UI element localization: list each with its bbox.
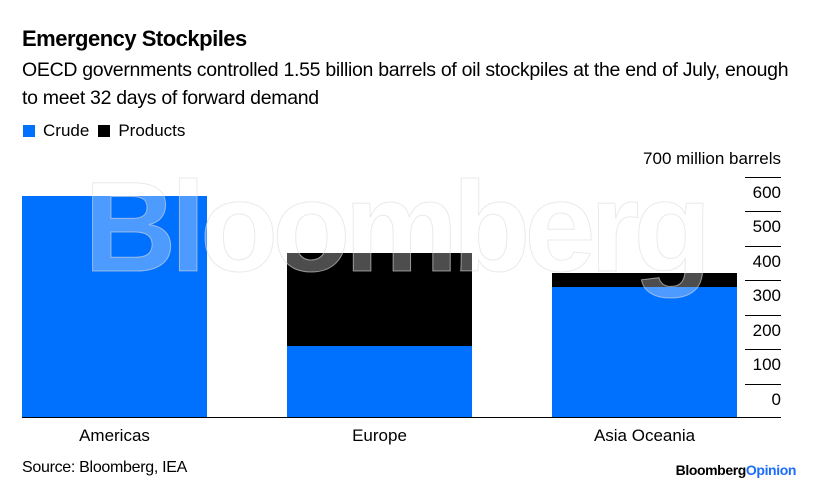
legend-item-products: Products: [98, 121, 185, 141]
bar-segment-crude: [22, 195, 207, 418]
y-tick-line: [745, 315, 781, 316]
chart-title: Emergency Stockpiles: [22, 26, 247, 51]
y-tick-line: [745, 177, 781, 178]
y-tick-label: 300: [752, 286, 781, 305]
plot-area: [22, 177, 781, 418]
y-tick-label: 600: [752, 183, 781, 202]
y-axis-unit-label: 700 million barrels: [643, 149, 781, 168]
y-tick-label: 500: [752, 217, 781, 236]
crude-swatch-icon: [23, 125, 35, 137]
legend: Crude Products: [23, 121, 194, 141]
bar-asia-oceania: [552, 273, 737, 418]
bar-europe: [287, 252, 472, 418]
y-tick-line: [745, 349, 781, 350]
brand-secondary: Opinion: [745, 462, 796, 478]
category-label-europe: Europe: [352, 426, 407, 445]
bloomberg-opinion-logo: BloombergOpinion: [675, 462, 797, 478]
y-tick-label: 100: [752, 355, 781, 374]
category-label-asia-oceania: Asia Oceania: [593, 426, 696, 445]
legend-label: Crude: [43, 121, 90, 140]
source-note: Source: Bloomberg, IEA: [22, 459, 188, 476]
y-tick-label: 400: [752, 252, 781, 271]
bar-segment-crude: [287, 345, 472, 418]
y-tick-line: [745, 384, 781, 385]
bar-segment-products: [287, 252, 472, 346]
x-axis-baseline: [22, 417, 781, 418]
legend-item-crude: Crude: [23, 121, 89, 141]
y-tick-line: [745, 280, 781, 281]
y-tick-label: 200: [752, 321, 781, 340]
category-label-americas: Americas: [79, 426, 150, 445]
bar-americas: [22, 195, 207, 418]
chart-subtitle: OECD governments controlled 1.55 billion…: [22, 59, 789, 109]
legend-label: Products: [118, 121, 186, 140]
products-swatch-icon: [98, 125, 111, 137]
bar-segment-crude: [552, 287, 737, 418]
brand-primary: Bloomberg: [675, 462, 747, 478]
y-tick-line: [745, 246, 781, 247]
y-tick-label: 0: [771, 390, 781, 409]
bar-segment-products: [552, 273, 737, 288]
y-tick-line: [745, 211, 781, 212]
